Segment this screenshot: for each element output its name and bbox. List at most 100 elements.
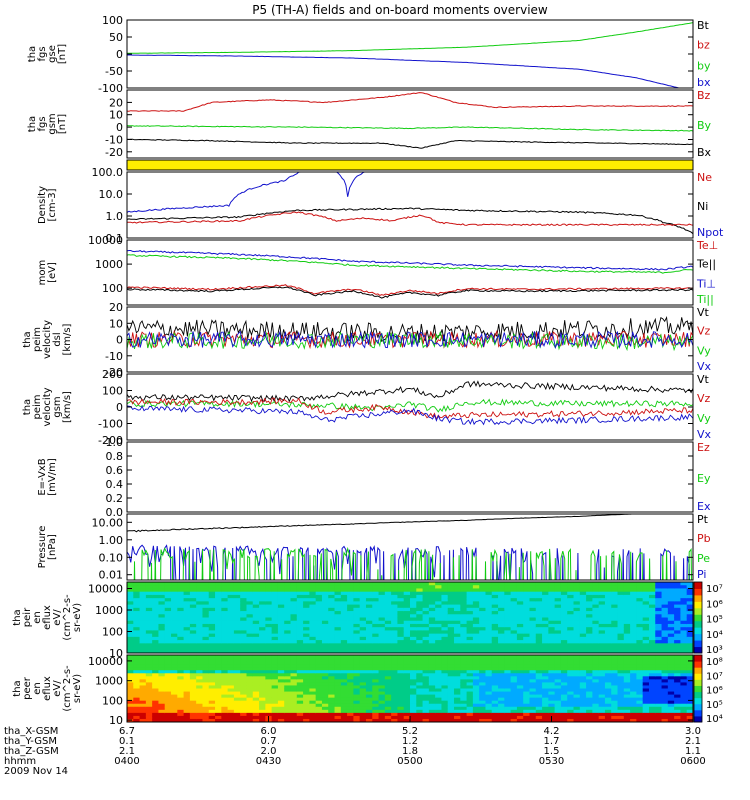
y-tick-label: 100 xyxy=(102,14,123,27)
colorbar-peir: 10⁷ 10⁶ 10⁵ 10⁴ 10³ xyxy=(693,581,723,656)
legend-entry: Pt xyxy=(697,513,709,526)
x-tick-label: 0430 xyxy=(256,756,281,767)
y-label-line: [km/s] xyxy=(62,323,73,355)
x-tick-label: 1.5 xyxy=(544,746,560,757)
x-tick-label: 1.8 xyxy=(402,746,418,757)
y-label-line: velocity xyxy=(42,320,53,359)
figure-title: P5 (TH-A) fields and on-board moments ov… xyxy=(252,3,548,17)
x-tick-label: 0600 xyxy=(680,756,705,767)
x-tick-label: 2.1 xyxy=(119,746,135,757)
y-label-line: tha xyxy=(12,609,23,625)
y-axis-label: mom [eV] xyxy=(37,260,58,286)
series-Ti|| xyxy=(127,254,693,274)
legend-entry: Bt xyxy=(697,19,710,32)
panel-yellow_bar xyxy=(126,159,694,171)
colorbar-label: 10⁶ xyxy=(706,599,723,610)
y-label-line: eflux xyxy=(42,605,53,630)
panel-pressure: 10.00 1.00 0.10 0.01 Pressure [nPa] Pt Pb Pe Pi xyxy=(37,513,711,582)
x-row-label: tha_Z-GSM xyxy=(4,746,59,757)
legend-entry: bz xyxy=(697,39,710,52)
y-axis-label: tha peir en eflux eV/(cm^2-s-sr-eV) xyxy=(12,594,83,641)
y-label-line: [nT] xyxy=(57,114,68,134)
y-tick-label: 10.0 xyxy=(99,188,124,201)
y-label-line: E=-VxB xyxy=(37,458,48,495)
y-tick-label: 10 xyxy=(109,647,123,660)
series-Vt xyxy=(127,315,693,343)
legend-entry: Ex xyxy=(697,500,711,513)
series-Vx xyxy=(127,330,693,349)
y-label-line: (cm^2-s- xyxy=(62,594,73,641)
y-tick-label: 0.01 xyxy=(99,569,124,582)
panel-density: 100.0 10.0 1.0 0.1 Density [cm-3] Ne Ni Npot xyxy=(37,166,724,245)
x-row-label: hhmm xyxy=(4,756,36,767)
panel-efield: 1.00.80.60.40.20.0 E=-VxB [mV/m] Ez Ey Ex xyxy=(37,436,711,519)
y-tick-label: 100 xyxy=(102,694,123,707)
y-tick-label: 0 xyxy=(116,48,123,61)
x-row-label: tha_Y-GSM xyxy=(4,736,57,747)
legend-entry: Ey xyxy=(697,472,711,485)
y-tick-label: 0.6 xyxy=(106,464,124,477)
x-tick-label: 6.7 xyxy=(119,726,135,737)
y-label-line: sr-eV) xyxy=(72,603,83,632)
y-axis-label: Density [cm-3] xyxy=(37,186,58,224)
legend-entry: Ne xyxy=(697,171,712,184)
legend-entry: Ti⊥ xyxy=(696,277,716,290)
legend-entry: Vy xyxy=(697,344,711,357)
y-label-line: tha xyxy=(27,46,38,62)
legend-entry: Vx xyxy=(697,360,712,373)
x-tick-label: 0400 xyxy=(114,756,139,767)
y-tick-label: 0.1 xyxy=(106,232,124,245)
colorbar-label: 10³ xyxy=(706,645,723,656)
spectrogram-peir xyxy=(127,582,693,653)
legend-entry: Vz xyxy=(697,325,711,338)
y-label-line: [nT] xyxy=(57,44,68,64)
y-tick-label: 1.0 xyxy=(106,210,124,223)
y-axis-label: tha fgs gsm [nT] xyxy=(27,113,68,134)
y-label-line: dsl xyxy=(52,332,63,346)
y-tick-label: 20 xyxy=(109,301,123,314)
series-Npot xyxy=(127,172,367,213)
y-tick-label: 10.00 xyxy=(92,516,124,529)
y-label-line: peir xyxy=(22,607,33,627)
y-tick-label: 1000 xyxy=(95,604,123,617)
x-tick-label: 2.0 xyxy=(261,746,277,757)
x-tick-label: 3.0 xyxy=(685,726,701,737)
x-tick-label: 0500 xyxy=(397,756,422,767)
y-tick-label: 10000 xyxy=(88,655,123,668)
series-Vz xyxy=(127,397,693,421)
series-By xyxy=(127,125,693,132)
legend-entry: Ti|| xyxy=(696,293,714,306)
y-label-line: fgs xyxy=(37,116,48,131)
y-tick-label: 0 xyxy=(116,121,123,134)
series-Vt xyxy=(127,380,693,403)
colorbar-label: 10⁴ xyxy=(706,714,723,725)
legend-entry: bx xyxy=(697,76,711,89)
y-axis-label: tha fgs gse [nT] xyxy=(27,44,68,64)
y-label-line: Density xyxy=(37,186,48,224)
colorbar-label: 10⁶ xyxy=(706,686,723,697)
x-tick-label: 6.0 xyxy=(261,726,277,737)
series-Pi xyxy=(127,544,690,580)
y-label-line: (cm^2-s- xyxy=(62,665,73,712)
panel-frame xyxy=(126,581,694,654)
colorbar-peer: 10⁸ 10⁷ 10⁶ 10⁵ 10⁴ xyxy=(693,654,723,725)
y-label-line: gse xyxy=(47,45,58,63)
y-tick-label: 0.4 xyxy=(106,478,124,491)
series-Bx xyxy=(127,138,693,149)
series-Ne xyxy=(127,211,693,227)
series-bx xyxy=(127,54,681,88)
series-Te⊥ xyxy=(127,284,693,296)
legend-entry: Pe xyxy=(697,552,710,565)
series-Pt xyxy=(127,514,648,533)
y-label-line: eV/ xyxy=(52,680,63,697)
x-tick-label: 0.1 xyxy=(119,736,135,747)
panel-frame xyxy=(126,159,694,171)
panel-fgs_gse: 100 50 0 -50 -100 tha fgs gse [nT] Bt bz by bx xyxy=(27,14,711,95)
y-label-line: en xyxy=(32,682,43,695)
x-tick-label: 0530 xyxy=(539,756,564,767)
panel-frame xyxy=(126,239,694,306)
y-label-line: tha xyxy=(22,331,33,347)
y-tick-label: 0.0 xyxy=(106,506,124,519)
y-label-line: [eV] xyxy=(47,262,58,283)
legend-entry: Vz xyxy=(697,392,711,405)
